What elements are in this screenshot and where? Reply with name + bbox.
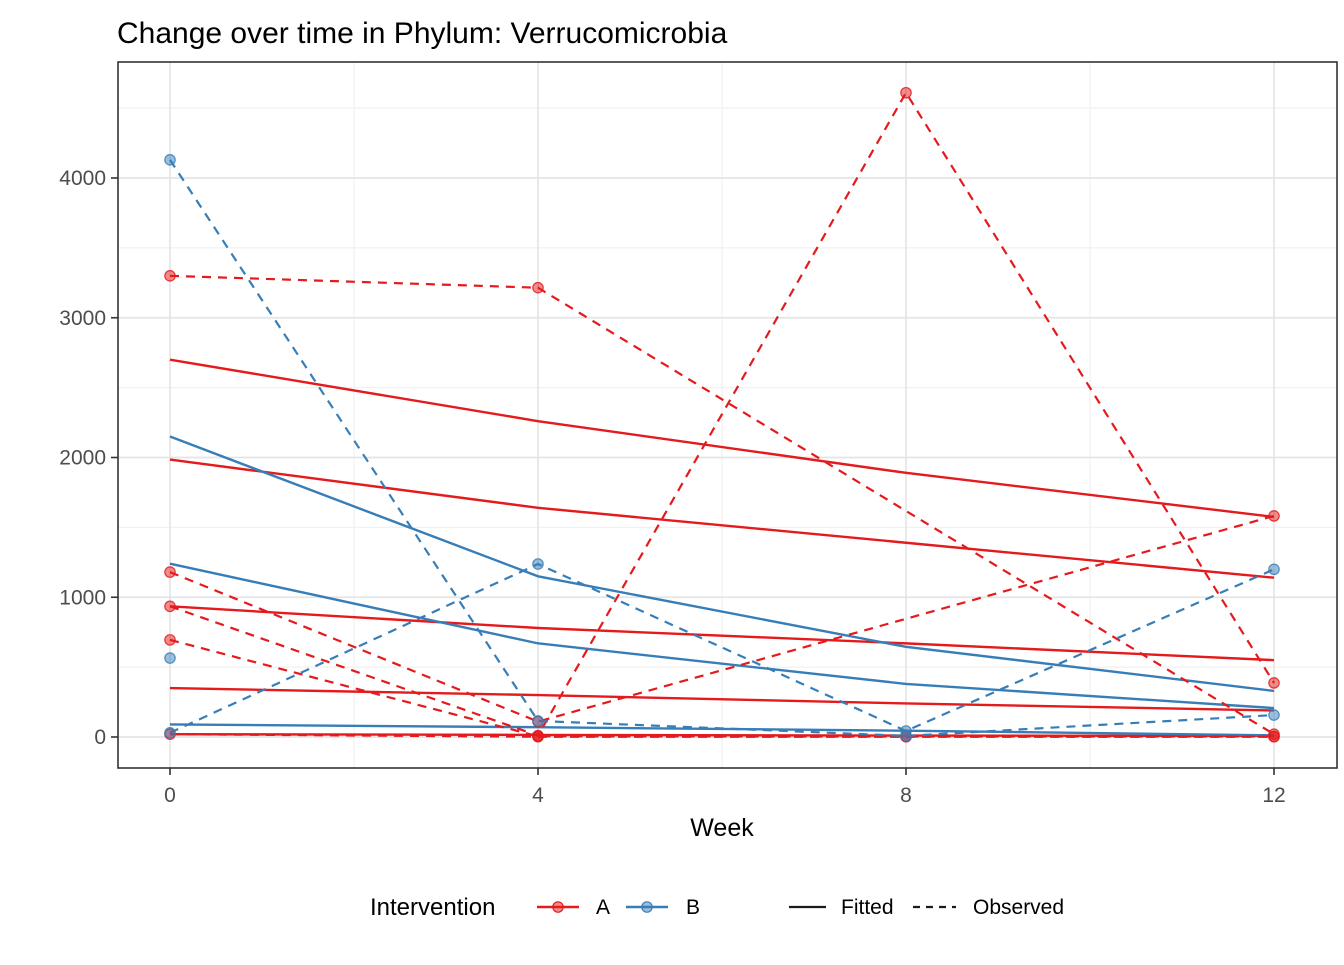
- plot-panel: 0 1000 2000 3000 4000 0 4 8 12: [59, 61, 1338, 807]
- panel-border: [117, 61, 1338, 769]
- legend: Intervention A B Fitted Observed: [370, 894, 1064, 921]
- data-point-A-observed-3-w12: [1268, 677, 1280, 689]
- data-point-B-observed-1-w12: [1268, 709, 1280, 721]
- x-tick-label: 8: [900, 784, 912, 807]
- data-point-A-observed-4-w0: [164, 634, 176, 646]
- series-line-A-fitted-2: [169, 458, 1275, 579]
- data-point-A-observed-5-w12: [1268, 730, 1280, 743]
- x-axis-title: Week: [690, 814, 754, 842]
- data-point-A-observed-2-w12: [1268, 510, 1280, 522]
- data-point-B-observed-2-w12: [1268, 563, 1280, 576]
- data-point-A-observed-1-w4: [532, 281, 544, 294]
- series-line-A-observed-5: [169, 733, 1274, 738]
- y-tick-label: 0: [94, 726, 106, 749]
- data-point-A-observed-3-w0: [164, 600, 176, 613]
- y-tick-label: 4000: [59, 167, 106, 190]
- legend-label-observed: Observed: [973, 896, 1064, 919]
- data-point-A-observed-2-w0: [164, 566, 176, 578]
- data-point-B-observed-3-w0: [164, 652, 176, 664]
- y-tick-label: 2000: [59, 447, 106, 470]
- legend-key-point-a: [552, 901, 564, 913]
- legend-key-fitted: Fitted: [789, 896, 894, 919]
- data-point-B-observed-1-w4: [532, 715, 544, 727]
- data-point-B-observed-2-w0: [164, 727, 176, 739]
- legend-label-a: A: [596, 896, 610, 919]
- x-tick-label: 12: [1262, 784, 1285, 807]
- series-line-A-fitted-4: [169, 686, 1275, 712]
- legend-key-group-b: B: [626, 896, 700, 919]
- y-tick-label: 1000: [59, 586, 106, 609]
- data-point-A-observed-3-w8: [900, 86, 912, 99]
- series-line-B-observed-1: [169, 159, 1275, 737]
- legend-label-fitted: Fitted: [841, 896, 894, 919]
- data-point-A-observed-1-w0: [164, 270, 176, 282]
- series-line-B-fitted-1: [169, 435, 1275, 693]
- legend-key-point-b: [641, 901, 653, 913]
- y-tick-label: 3000: [59, 307, 106, 330]
- series-line-A-fitted-3: [169, 605, 1275, 662]
- x-tick-label: 0: [164, 784, 176, 807]
- data-point-B-observed-2-w4: [532, 558, 544, 570]
- legend-label-b: B: [686, 896, 700, 919]
- legend-title: Intervention: [370, 894, 495, 921]
- series-line-B-observed-2: [169, 562, 1275, 734]
- data-point-B-observed-2-w8: [900, 725, 912, 737]
- data-point-B-observed-1-w0: [164, 154, 176, 166]
- series-line-A-fitted-1: [169, 358, 1275, 519]
- x-tick-label: 4: [532, 784, 544, 807]
- legend-key-group-a: A: [537, 896, 610, 919]
- chart-title: Change over time in Phylum: Verrucomicro…: [117, 17, 728, 50]
- series-line-A-observed-3: [169, 90, 1275, 737]
- series-line-A-observed-2: [169, 514, 1275, 723]
- data-point-A-observed-5-w4: [532, 730, 544, 743]
- legend-key-observed: Observed: [913, 896, 1064, 919]
- series-line-B-fitted-2: [169, 562, 1275, 710]
